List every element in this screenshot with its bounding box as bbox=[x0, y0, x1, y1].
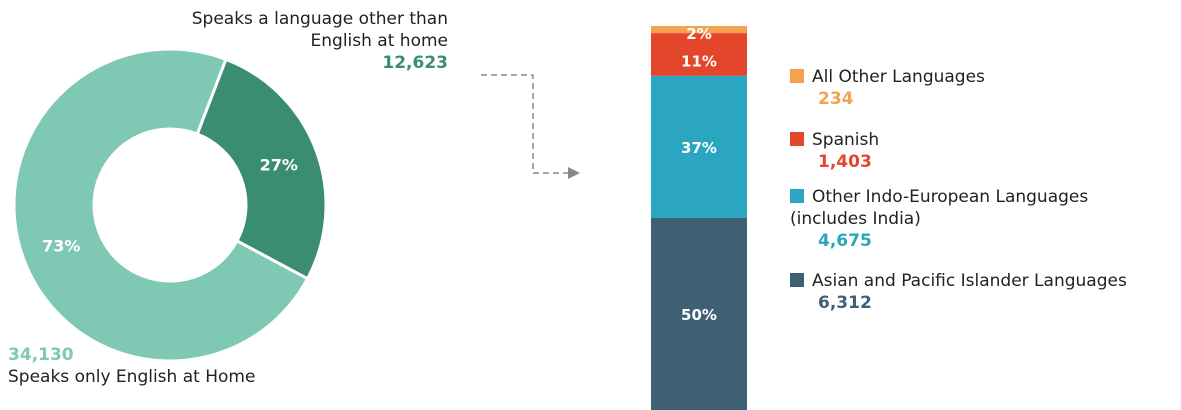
donut-english-title: Speaks only English at Home bbox=[8, 367, 256, 387]
donut-other-title-line2: English at home bbox=[310, 31, 448, 51]
legend-label-spanish: Spanish bbox=[812, 130, 880, 150]
bar-segment-asian-pacific bbox=[651, 218, 747, 410]
legend-item-all-other: All Other Languages 234 bbox=[790, 66, 985, 110]
stacked-bar-segments: 50% 37% 11% 2% bbox=[651, 26, 747, 410]
donut-other-title-line1: Speaks a language other than bbox=[191, 9, 448, 29]
donut-slice-english-only bbox=[12, 47, 310, 363]
bar-segment-spanish bbox=[651, 33, 747, 76]
legend-item-spanish: Spanish 1,403 bbox=[790, 129, 879, 173]
legend-swatch-all-other bbox=[790, 69, 804, 83]
legend-swatch-asian-pacific bbox=[790, 273, 804, 287]
donut-other-annotation: Speaks a language other than English at … bbox=[192, 8, 448, 74]
bar-label-indo-european: 37% bbox=[681, 139, 717, 157]
donut-label-27: 27% bbox=[260, 156, 298, 175]
legend-swatch-indo-european bbox=[790, 189, 804, 203]
donut-english-value: 34,130 bbox=[8, 345, 74, 365]
legend-label-all-other: All Other Languages bbox=[812, 67, 985, 87]
bar-segment-indo-european bbox=[651, 75, 747, 218]
connector-arrowhead-icon bbox=[568, 167, 580, 179]
legend-label-asian-pacific: Asian and Pacific Islander Languages bbox=[812, 271, 1127, 291]
legend-value-asian-pacific: 6,312 bbox=[818, 293, 872, 313]
legend-label-indo-european-line2: (includes India) bbox=[790, 209, 921, 229]
donut-english-annotation: 34,130 Speaks only English at Home bbox=[8, 344, 255, 388]
bar-segment-all-other bbox=[651, 26, 747, 34]
stacked-bar-chart: 50% 37% 11% 2% bbox=[651, 26, 747, 410]
donut-slice-other-language bbox=[195, 57, 328, 281]
bar-label-asian-pacific: 50% bbox=[681, 306, 717, 324]
donut-chart: 27% 73% bbox=[12, 47, 580, 363]
bar-label-all-other: 2% bbox=[686, 26, 711, 43]
legend-item-asian-pacific: Asian and Pacific Islander Languages 6,3… bbox=[790, 270, 1127, 314]
legend-item-indo-european: Other Indo-European Languages (includes … bbox=[790, 186, 1088, 252]
connector-arrow-line bbox=[481, 74, 568, 174]
legend-value-indo-european: 4,675 bbox=[818, 231, 872, 251]
legend-value-all-other: 234 bbox=[818, 89, 854, 109]
legend-label-indo-european: Other Indo-European Languages bbox=[812, 187, 1089, 207]
donut-label-73: 73% bbox=[42, 236, 80, 255]
bar-label-spanish: 11% bbox=[681, 52, 717, 70]
legend-swatch-spanish bbox=[790, 132, 804, 146]
donut-other-value: 12,623 bbox=[382, 53, 448, 73]
donut-slices: 27% 73% bbox=[12, 47, 328, 363]
legend-value-spanish: 1,403 bbox=[818, 152, 872, 172]
